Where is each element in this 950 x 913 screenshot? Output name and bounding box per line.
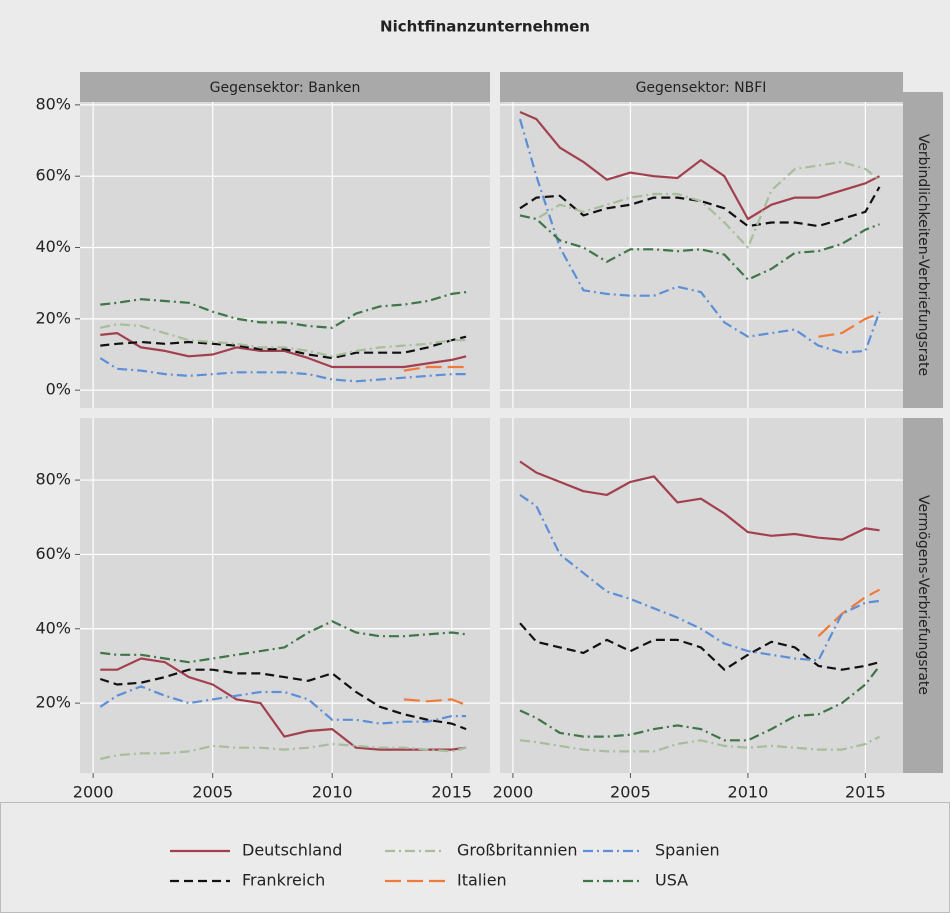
legend-label: Frankreich — [242, 871, 325, 890]
y-tick-label: 20% — [35, 693, 71, 712]
y-tick-label: 60% — [35, 166, 71, 185]
series-line — [100, 335, 467, 360]
y-tick-label: 0% — [46, 380, 71, 399]
series-line — [519, 665, 881, 742]
y-tick-label: 40% — [35, 618, 71, 637]
x-tick-label: 2005 — [192, 783, 233, 802]
series-line — [100, 657, 467, 751]
x-tick-label: 2015 — [431, 783, 472, 802]
series-line — [99, 357, 467, 383]
series-line — [518, 118, 881, 354]
series-line — [519, 735, 881, 753]
x-tick-label: 2000 — [73, 783, 114, 802]
legend-label: Spanien — [655, 841, 720, 860]
series-line — [403, 698, 467, 707]
series-line — [403, 365, 467, 372]
series-line — [100, 291, 467, 329]
series-line — [818, 312, 880, 338]
x-tick-label: 2015 — [845, 783, 886, 802]
strip — [80, 72, 490, 102]
row-label: Vermögens-Verbriefungsrate — [915, 495, 931, 695]
series-line — [519, 214, 880, 281]
series-line — [519, 493, 880, 662]
y-tick-label: 80% — [35, 94, 71, 113]
series-line — [519, 110, 880, 221]
strip — [500, 72, 903, 102]
legend-label: Großbritannien — [457, 841, 577, 860]
series-line — [519, 160, 881, 249]
series-line — [817, 588, 881, 637]
legend-label: Deutschland — [242, 841, 342, 860]
x-tick-label: 2010 — [312, 783, 353, 802]
y-tick-label: 40% — [35, 237, 71, 256]
column-label: Gegensektor: Banken — [210, 80, 361, 96]
series-line — [519, 622, 880, 671]
x-tick-label: 2000 — [493, 783, 534, 802]
series-line — [100, 323, 467, 358]
series-line — [100, 620, 467, 664]
column-label: Gegensektor: NBFI — [636, 80, 767, 96]
y-tick-label: 60% — [35, 544, 71, 563]
x-tick-label: 2010 — [728, 783, 769, 802]
chart-title: Nichtfinanzunternehmen — [380, 18, 590, 36]
panel — [500, 418, 903, 773]
legend-label: Italien — [457, 871, 507, 890]
strip — [903, 418, 943, 773]
row-label: Verbindlichkeiten-Verbriefungsrate — [915, 134, 931, 376]
series-line — [99, 685, 467, 725]
x-tick-label: 2005 — [610, 783, 651, 802]
series-line — [100, 332, 467, 369]
series-line — [519, 460, 880, 541]
strip — [903, 92, 943, 408]
y-tick-label: 20% — [35, 308, 71, 327]
y-tick-label: 80% — [35, 470, 71, 489]
series-line — [100, 742, 467, 760]
series-line — [99, 668, 467, 731]
legend-label: USA — [655, 871, 688, 890]
panel — [80, 418, 490, 773]
panel — [80, 102, 490, 408]
